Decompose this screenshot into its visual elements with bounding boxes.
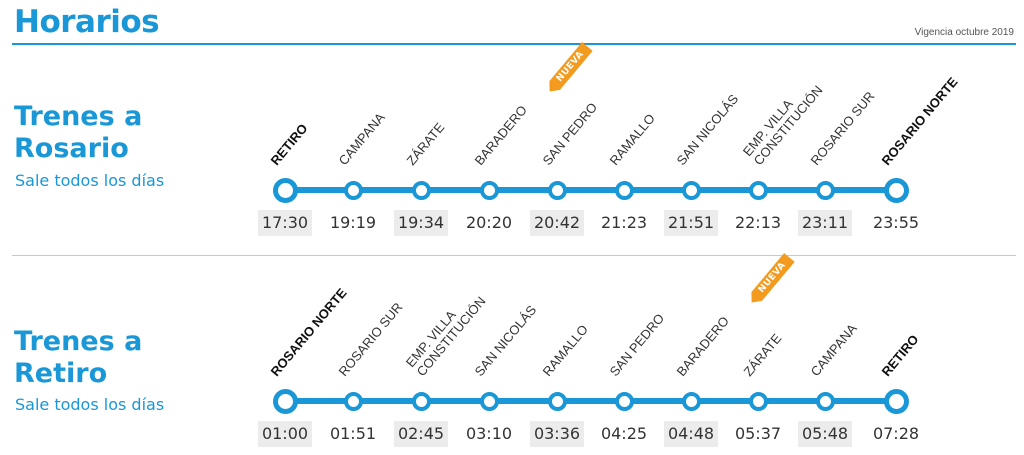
departure-time: 21:51 — [664, 210, 718, 236]
route-title-line2: Rosario — [14, 133, 129, 164]
departure-time: 21:23 — [600, 213, 648, 232]
station-label: SAN PEDRO — [606, 310, 668, 379]
station-stop-marker — [883, 388, 909, 414]
station-label: CAMPANA — [807, 320, 860, 379]
title-underline — [12, 43, 1016, 45]
station-stop-marker — [272, 177, 298, 203]
station-label: ROSARIO NORTE — [267, 285, 350, 379]
station-stop-marker — [614, 180, 634, 200]
departure-time: 20:20 — [465, 213, 513, 232]
station-label: EMP. VILLA CONSTITUCIÓN — [739, 82, 826, 168]
station-stop-marker — [411, 391, 431, 411]
station-stop-marker — [479, 180, 499, 200]
station-stop-marker — [748, 180, 768, 200]
station-label: RAMALLO — [606, 110, 658, 168]
station-stop-marker — [547, 391, 567, 411]
station-stop-marker — [479, 391, 499, 411]
station-label: ROSARIO SUR — [335, 299, 406, 379]
route-title-retiro: Trenes a Retiro — [14, 326, 214, 390]
station-label: BARADERO — [673, 313, 732, 379]
route-subtitle: Sale todos los días — [15, 395, 165, 414]
station-label: BARADERO — [471, 102, 530, 168]
departure-time: 05:37 — [734, 424, 782, 443]
new-station-badge: NUEVA — [746, 253, 795, 307]
station-stop-marker — [815, 180, 835, 200]
station-label: EMP. VILLA CONSTITUCIÓN — [402, 293, 489, 379]
departure-time: 04:25 — [600, 424, 648, 443]
station-label: RETIRO — [878, 331, 922, 379]
departure-time: 07:28 — [872, 424, 920, 443]
departure-time: 03:36 — [530, 421, 584, 447]
station-stop-marker — [343, 391, 363, 411]
departure-time: 03:10 — [465, 424, 513, 443]
departure-time: 05:48 — [798, 421, 852, 447]
station-label: RAMALLO — [539, 321, 591, 379]
route-line — [285, 398, 896, 404]
route-subtitle: Sale todos los días — [15, 171, 165, 190]
route-title-line1: Trenes a — [14, 326, 143, 357]
station-label: CAMPANA — [335, 109, 388, 168]
departure-time: 17:30 — [258, 210, 312, 236]
station-label: SAN NICOLÁS — [673, 91, 742, 168]
station-stop-marker — [815, 391, 835, 411]
station-stop-marker — [681, 180, 701, 200]
station-stop-marker — [343, 180, 363, 200]
departure-time: 19:34 — [394, 210, 448, 236]
station-label: ROSARIO NORTE — [878, 74, 961, 168]
new-station-badge: NUEVA — [544, 42, 593, 96]
route-title-line1: Trenes a — [14, 101, 143, 132]
route-title-rosario: Trenes a Rosario — [14, 101, 214, 165]
route-line — [285, 187, 896, 193]
departure-time: 20:42 — [530, 210, 584, 236]
station-label: SAN PEDRO — [539, 99, 601, 168]
station-label: RETIRO — [267, 120, 311, 168]
station-stop-marker — [547, 180, 567, 200]
station-stop-marker — [614, 391, 634, 411]
page-title: Horarios — [14, 4, 160, 40]
station-label: ZÁRATE — [403, 119, 448, 168]
departure-time: 19:19 — [329, 213, 377, 232]
departure-time: 04:48 — [664, 421, 718, 447]
departure-time: 23:55 — [872, 213, 920, 232]
station-stop-marker — [411, 180, 431, 200]
station-stop-marker — [748, 391, 768, 411]
station-stop-marker — [272, 388, 298, 414]
station-label: ROSARIO SUR — [807, 88, 878, 168]
departure-time: 01:51 — [329, 424, 377, 443]
section-divider — [12, 255, 1016, 256]
validity-note: Vigencia octubre 2019 — [914, 27, 1014, 38]
station-stop-marker — [681, 391, 701, 411]
route-title-line2: Retiro — [14, 358, 108, 389]
departure-time: 22:13 — [734, 213, 782, 232]
departure-time: 01:00 — [258, 421, 312, 447]
departure-time: 23:11 — [798, 210, 852, 236]
station-stop-marker — [883, 177, 909, 203]
departure-time: 02:45 — [394, 421, 448, 447]
station-label: ZÁRATE — [740, 330, 785, 379]
station-label: SAN NICOLÁS — [471, 302, 540, 379]
